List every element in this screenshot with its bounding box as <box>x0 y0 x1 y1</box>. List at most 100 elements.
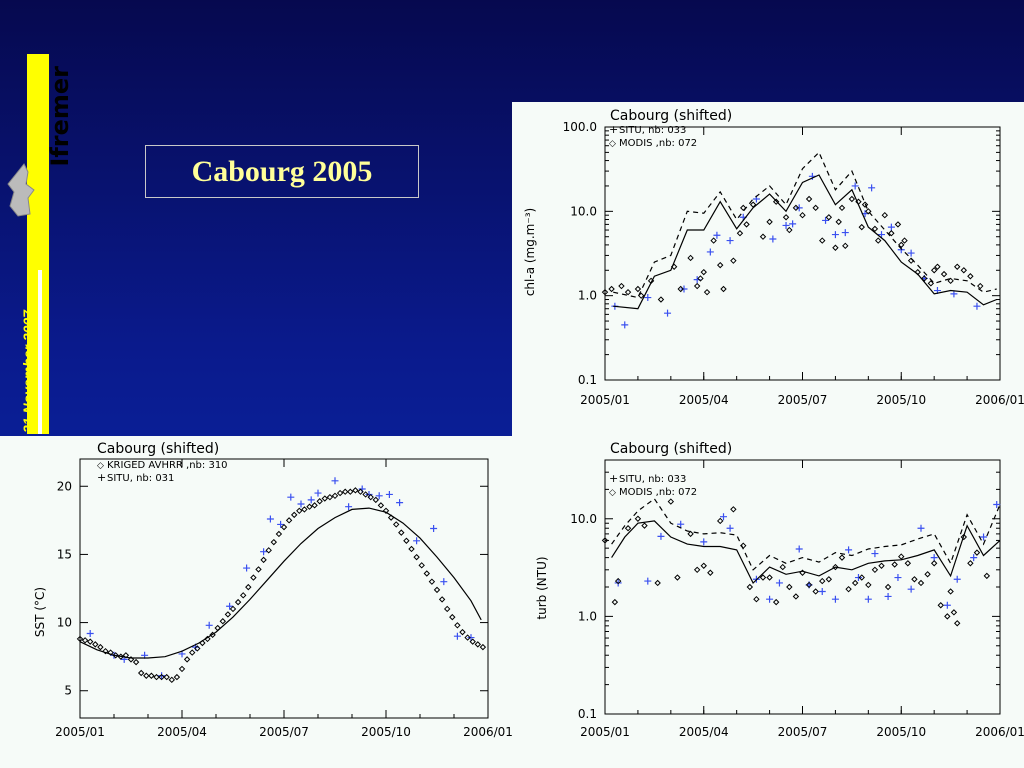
x-tick-label: 2005/10 <box>361 725 411 739</box>
situ-point <box>789 220 797 228</box>
y-tick-label: 20 <box>57 479 72 493</box>
satellite-point <box>250 574 257 581</box>
satellite-point <box>921 275 928 282</box>
satellite-point <box>102 647 109 655</box>
situ-point <box>331 477 339 485</box>
satellite-point <box>76 635 84 643</box>
satellite-point <box>960 533 967 541</box>
satellite-point <box>341 488 349 495</box>
satellite-point <box>832 244 839 251</box>
satellite-point <box>183 656 191 663</box>
legend-symbol: ◇ <box>97 461 104 471</box>
situ-point <box>307 496 315 504</box>
plot-frame <box>604 459 1001 715</box>
x-tick-label: 2005/10 <box>876 725 926 739</box>
satellite-point <box>316 498 323 505</box>
satellite-point <box>891 561 898 568</box>
satellite-point <box>153 673 160 681</box>
satellite-point <box>667 498 675 505</box>
satellite-point <box>454 622 461 629</box>
legend-label: SITU, nb: 033 <box>619 125 686 136</box>
satellite-point <box>255 566 262 573</box>
turb-chart-panel: Cabourg (shifted) 10.0 1.0 0.1 2005/01 2005/0… <box>512 436 1024 768</box>
satellite-point <box>861 201 869 208</box>
satellite-point <box>418 562 425 569</box>
satellite-point <box>973 549 981 556</box>
satellite-point <box>792 593 800 600</box>
situ-point <box>766 595 774 603</box>
situ-point <box>841 229 849 237</box>
satellite-point <box>280 523 288 531</box>
satellite-point <box>158 673 165 681</box>
satellite-point <box>382 507 390 515</box>
satellite-point <box>178 665 186 673</box>
y-tick-label: 0.1 <box>578 707 597 721</box>
satellite-point <box>674 574 681 581</box>
satellite-point <box>983 572 991 580</box>
situ-point <box>769 235 777 243</box>
situ-point <box>726 524 734 532</box>
legend-label: MODIS ,nb: 072 <box>619 487 697 498</box>
satellite-point <box>357 488 364 495</box>
brand-name: Ifremer <box>46 66 74 167</box>
situ-point <box>706 248 714 256</box>
situ-point <box>795 204 803 212</box>
satellite-point <box>163 673 170 681</box>
satellite-point <box>759 574 767 581</box>
satellite-point <box>265 547 272 554</box>
satellite-point <box>930 560 938 567</box>
situ-point <box>887 223 895 231</box>
satellite-point <box>930 267 938 274</box>
satellite-point <box>924 571 931 578</box>
satellite-point <box>641 522 648 529</box>
satellite-point <box>700 562 707 569</box>
y-axis-label: chl-a (mg.m⁻³) <box>523 208 537 296</box>
situ-point <box>158 672 166 680</box>
y-tick-label: 10 <box>57 616 72 630</box>
satellite-point <box>352 487 359 494</box>
x-tick-label: 2005/04 <box>679 725 729 739</box>
situ-point <box>868 184 876 192</box>
situ-point <box>430 525 438 533</box>
situ-point <box>907 249 915 257</box>
satellite-point <box>881 211 888 219</box>
situ-point <box>644 577 652 585</box>
satellite-point <box>819 237 826 244</box>
satellite-point <box>799 211 806 219</box>
situ-point <box>621 321 629 329</box>
satellite-point <box>618 282 625 290</box>
situ-point <box>950 290 958 298</box>
situ-point <box>726 237 734 245</box>
satellite-point <box>786 226 793 234</box>
satellite-point <box>132 658 140 666</box>
situ-point <box>700 538 708 546</box>
satellite-point <box>894 221 902 228</box>
chl-chart: Cabourg (shifted) 100.0 10.0 1.0 0.1 2005/01 2… <box>523 108 1024 407</box>
solid-curve <box>611 520 1001 585</box>
legend-symbol: + <box>97 471 106 484</box>
satellite-point <box>449 613 456 621</box>
situ-point <box>973 302 981 310</box>
satellite-point <box>306 503 313 510</box>
satellite-point <box>947 588 954 595</box>
brand-bar <box>27 54 49 434</box>
satellite-point <box>851 579 859 587</box>
satellite-point <box>229 605 237 613</box>
satellite-point <box>838 554 846 561</box>
situ-point <box>314 489 322 497</box>
satellite-point <box>898 553 905 560</box>
situ-point <box>205 621 213 629</box>
satellite-point <box>871 225 879 233</box>
solid-curve <box>79 507 482 659</box>
x-tick-label: 2005/04 <box>157 725 207 739</box>
situ-point <box>980 533 988 541</box>
satellite-point <box>848 195 856 203</box>
situ-point <box>375 492 383 500</box>
satellite-point <box>270 538 278 546</box>
satellite-point <box>871 566 879 574</box>
sst-chart-panel: Cabourg (shifted) 20 15 10 5 2005/01 2005/04 20… <box>0 436 512 768</box>
satellite-point <box>766 574 773 581</box>
satellite-point <box>967 273 974 280</box>
situ-point <box>943 601 951 609</box>
situ-point <box>993 501 1001 509</box>
